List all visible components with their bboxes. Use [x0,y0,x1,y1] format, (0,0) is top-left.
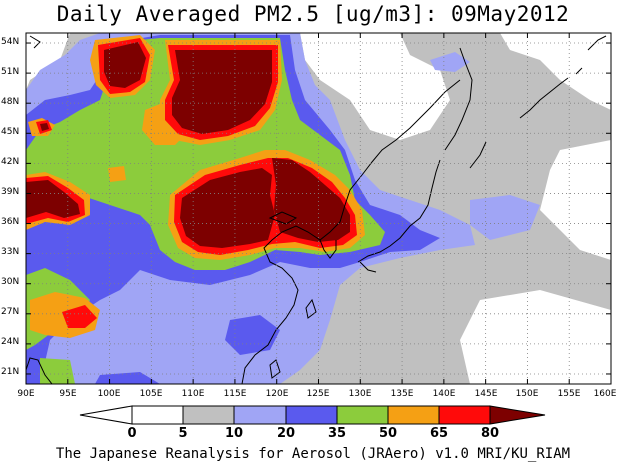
lon-tick-label: 145E [475,389,498,399]
lon-tick-label: 140E [433,389,456,399]
lon-tick-label: 130E [349,389,372,399]
color-bar-arrow-low [79,405,133,425]
color-bar-segment [182,405,235,425]
lat-tick-label: 45N [1,127,19,137]
color-bar-label: 65 [430,426,448,441]
map-grid [26,33,611,384]
color-bar-segment [387,405,440,425]
lat-tick-label: 24N [1,337,19,347]
lon-tick-label: 125E [307,389,330,399]
lon-tick-label: 155E [558,389,581,399]
coastlines [26,35,607,384]
lon-tick-label: 100E [98,389,121,399]
color-bar-segment [336,405,389,425]
lon-tick-label: 120E [266,389,289,399]
color-bar-arrow-high [489,405,546,425]
color-bar-labels: 0 5 10 20 35 50 65 80 [127,426,499,441]
color-bar-segment [285,405,338,425]
tick-marks [26,33,611,384]
color-bar-label: 10 [225,426,243,441]
lat-tick-label: 48N [1,97,19,107]
color-bar-label: 5 [178,426,187,441]
lon-tick-label: 105E [140,389,163,399]
color-bar-segment [438,405,491,425]
color-bar-label: 50 [379,426,397,441]
lon-tick-label: 150E [516,389,539,399]
credit-line: The Japanese Reanalysis for Aerosol (JRA… [55,446,571,462]
color-bar-label: 35 [328,426,346,441]
lon-tick-label: 135E [391,389,414,399]
chart-title: Daily Averaged PM2.5 [ug/m3]: 09May2012 [56,2,570,26]
longitude-labels: 90E 95E 100E 105E 110E 115E 120E 125E 13… [17,389,616,399]
lon-tick-label: 95E [59,389,76,399]
lat-tick-label: 30N [1,277,19,287]
color-bar-label: 0 [127,426,136,441]
color-bar-segment [131,405,184,425]
color-bar-label: 80 [481,426,499,441]
lon-tick-label: 160E [594,389,617,399]
lon-tick-label: 110E [182,389,205,399]
latitude-labels: 54N 51N 48N 45N 42N 39N 36N 33N 30N 27N … [1,37,19,377]
lat-tick-label: 27N [1,307,19,317]
lat-tick-label: 42N [1,157,19,167]
lat-tick-label: 21N [1,367,19,377]
lon-tick-label: 90E [17,389,34,399]
color-bar [79,405,546,425]
lat-tick-label: 51N [1,67,19,77]
lat-tick-label: 39N [1,187,19,197]
lat-tick-label: 36N [1,217,19,227]
lon-tick-label: 115E [224,389,247,399]
lat-tick-label: 54N [1,37,19,47]
color-bar-label: 20 [277,426,295,441]
lat-tick-label: 33N [1,247,19,257]
color-bar-segment [233,405,287,425]
